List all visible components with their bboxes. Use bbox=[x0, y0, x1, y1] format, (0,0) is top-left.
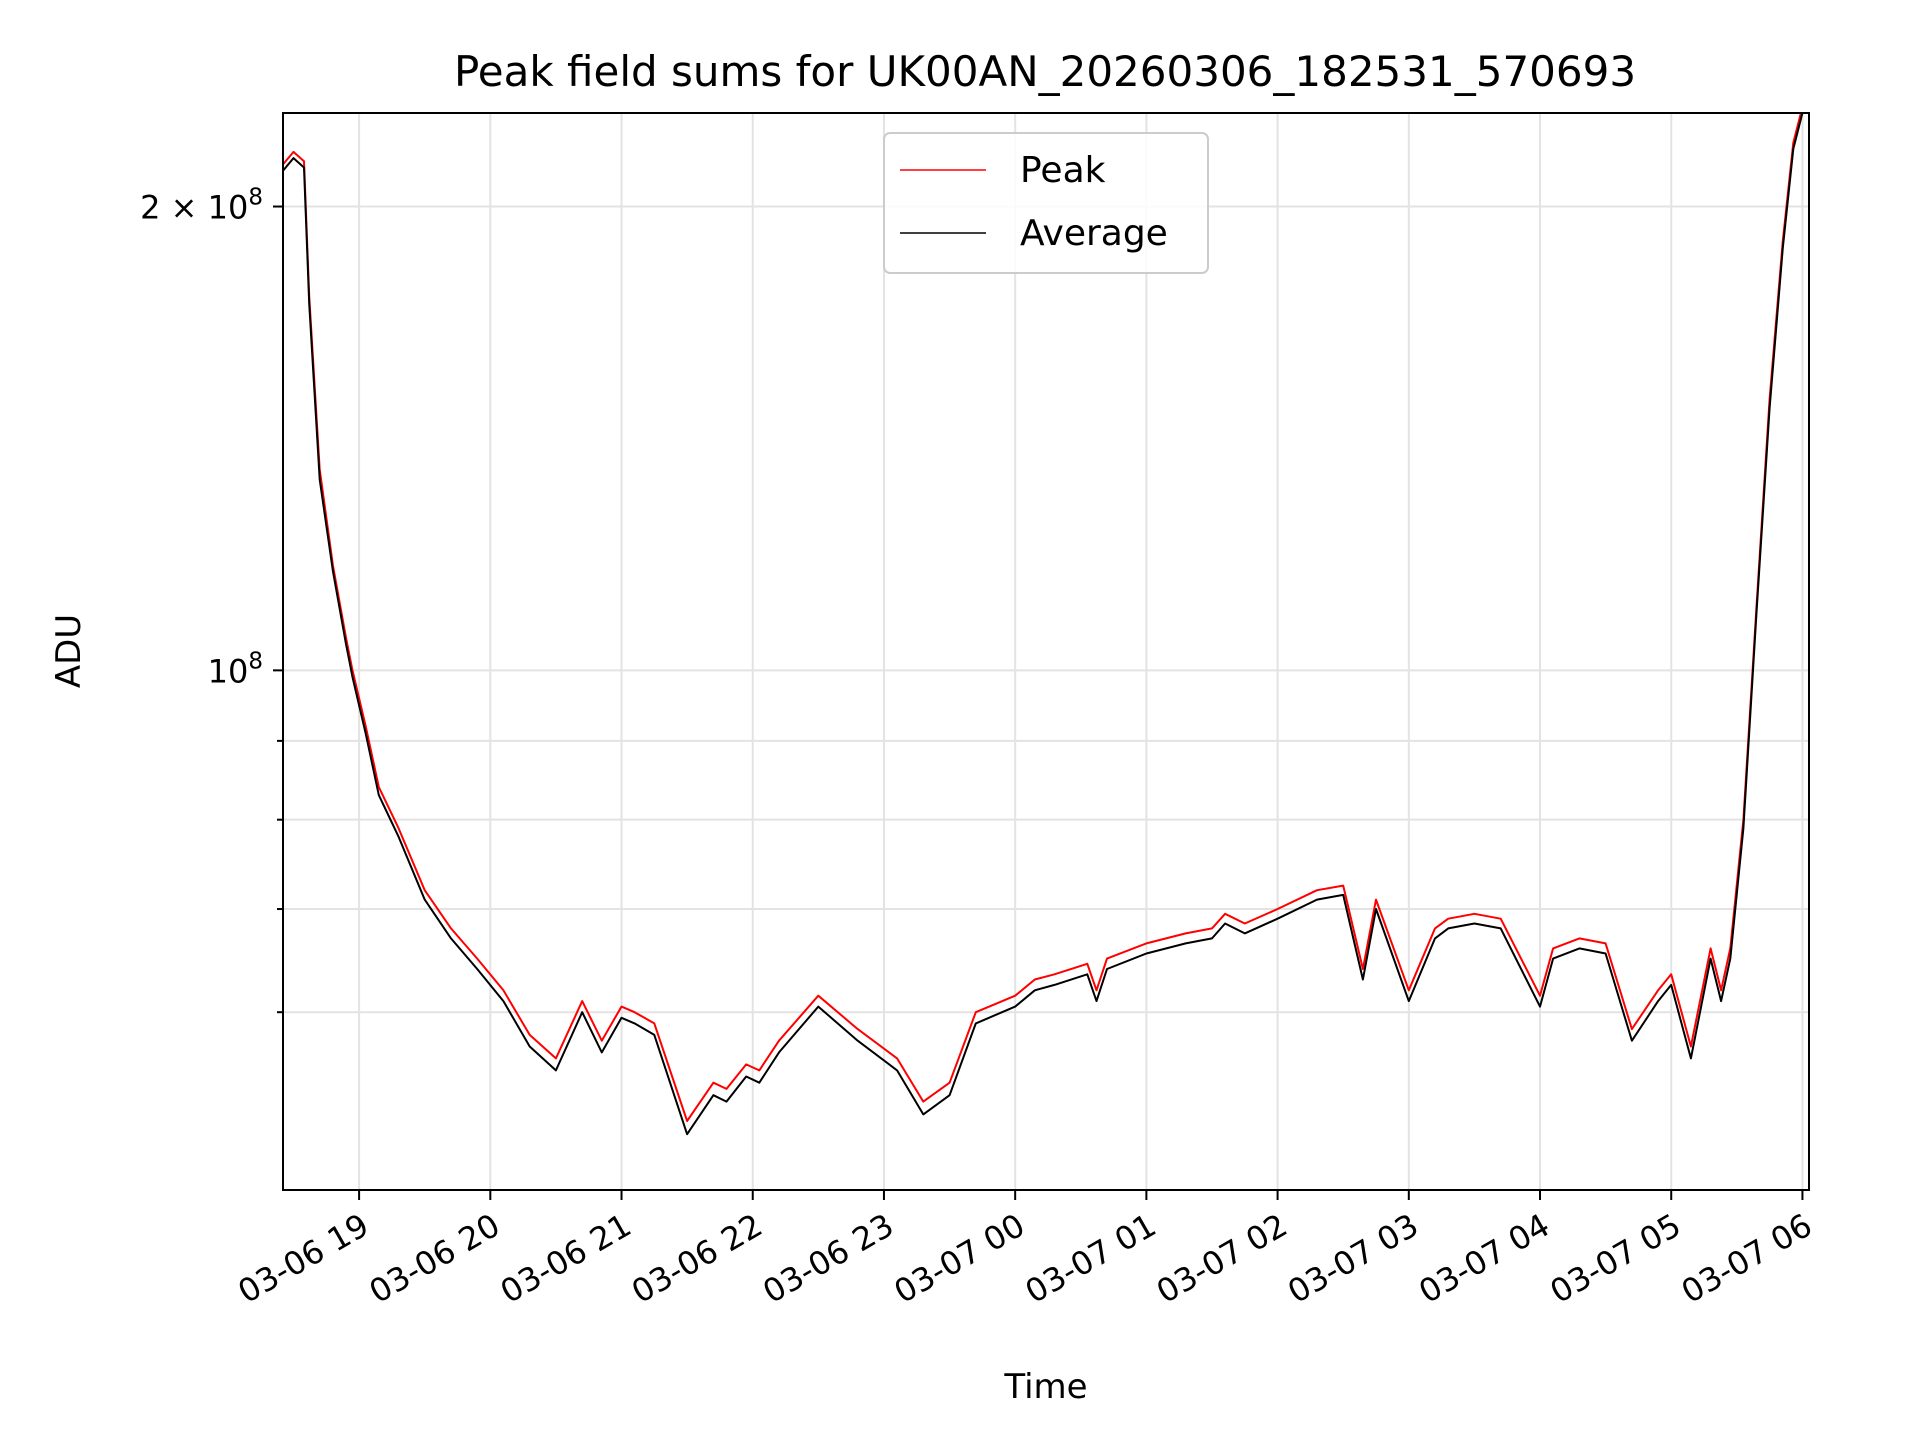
series-line-peak bbox=[283, 113, 1802, 1122]
x-axis-label: Time bbox=[1003, 1367, 1087, 1407]
legend-label-peak: Peak bbox=[1020, 150, 1106, 191]
plot-frame bbox=[282, 112, 1810, 1191]
chart-title: Peak field sums for UK00AN_20260306_1825… bbox=[454, 47, 1636, 96]
y-tick-label: 108 bbox=[208, 648, 263, 690]
y-axis-label: ADU bbox=[49, 614, 89, 688]
y-tick-label: 2 × 108 bbox=[140, 185, 263, 227]
series-line-average bbox=[283, 113, 1804, 1136]
series-group bbox=[283, 113, 1804, 1136]
legend-label-average: Average bbox=[1020, 213, 1168, 254]
legend-box bbox=[883, 132, 1209, 274]
legend: Peak Average bbox=[883, 132, 1209, 274]
